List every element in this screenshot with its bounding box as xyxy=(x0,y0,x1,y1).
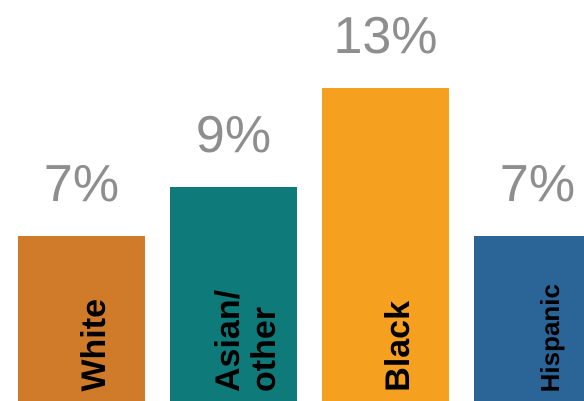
category-label: Black xyxy=(378,301,417,392)
bar: Asian/ other xyxy=(170,186,297,401)
category-label: Hispanic xyxy=(534,283,565,392)
bar: Black xyxy=(322,87,449,401)
value-label: 9% xyxy=(195,105,272,164)
value-label: 7% xyxy=(499,155,576,214)
bar: Hispanic xyxy=(474,236,584,401)
bar: White xyxy=(18,236,145,401)
value-label: 7% xyxy=(43,155,120,214)
category-label: White xyxy=(74,299,113,392)
category-label: Asian/ other xyxy=(208,289,283,392)
value-label: 13% xyxy=(333,6,438,65)
